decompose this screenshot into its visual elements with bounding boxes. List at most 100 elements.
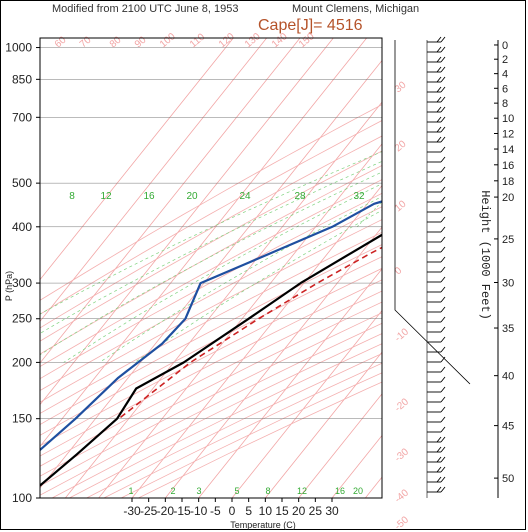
isotherm-line <box>65 101 382 498</box>
wind-barb <box>427 226 446 233</box>
barb-feather <box>440 346 446 353</box>
wind-barb <box>427 306 446 313</box>
barb-feather <box>436 76 442 83</box>
isotherm-line <box>40 38 234 281</box>
barb-feather <box>440 266 446 273</box>
wind-barb <box>427 256 446 263</box>
x-tick-label: 25 <box>309 504 323 518</box>
mixing-ratio-label: 2 <box>170 486 175 496</box>
isotherm-line <box>40 38 367 447</box>
wind-barb <box>427 266 446 273</box>
wind-barb <box>427 386 446 393</box>
dry-adiabat <box>40 244 382 425</box>
x-tick-label: 15 <box>275 504 289 518</box>
y-axis-label: P (hPa) <box>4 271 14 301</box>
adiabat-label: 0 <box>393 265 405 277</box>
dry-adiabat <box>86 353 382 498</box>
isotherm-line <box>40 38 301 364</box>
y-tick-label: 700 <box>12 110 32 124</box>
barb-feather <box>440 486 446 493</box>
isotherm-line <box>198 268 382 498</box>
wind-barb <box>427 196 446 203</box>
isotherm-line <box>131 184 382 498</box>
wind-barb <box>427 186 446 193</box>
dry-adiabat <box>40 135 382 329</box>
wind-barb <box>427 426 446 433</box>
wind-barb <box>427 486 446 493</box>
wind-barb <box>427 246 446 253</box>
barb-feather <box>436 126 442 133</box>
mixing-ratio-label: 8 <box>265 486 270 496</box>
isotherm-line <box>98 143 382 498</box>
barb-feather <box>440 356 446 363</box>
wind-barb <box>427 406 446 413</box>
barb-feather <box>436 66 442 73</box>
barb-feather <box>440 446 446 453</box>
dry-adiabat <box>40 165 382 355</box>
adiabat-label: 90 <box>133 34 149 50</box>
barb-feather <box>440 296 446 303</box>
barb-feather <box>440 166 446 173</box>
y-tick-label: 150 <box>12 412 32 426</box>
mixing-ratio-label: 5 <box>234 486 239 496</box>
dry-adiabat <box>40 192 382 380</box>
barb-feather <box>440 86 446 93</box>
barb-feather <box>440 396 446 403</box>
guide-line <box>394 40 471 385</box>
wind-barb <box>427 146 446 153</box>
barb-feather <box>440 366 446 373</box>
mixing-ratio-label: 12 <box>297 486 307 496</box>
y-tick-label: 200 <box>12 355 32 369</box>
barb-feather <box>440 96 446 103</box>
wind-barb <box>427 416 446 423</box>
height-axis-label: Height (1000 Feet) <box>478 190 492 320</box>
height-tick-label: 20 <box>502 192 514 204</box>
adiabat-label: -50 <box>393 514 411 532</box>
y-tick-label: 400 <box>12 220 32 234</box>
height-tick-label: 40 <box>502 371 514 383</box>
y-tick-label: 100 <box>12 491 32 505</box>
wind-barb <box>427 176 446 183</box>
wind-barb <box>427 86 446 93</box>
dry-adiabat <box>40 120 382 315</box>
barb-feather <box>436 466 442 473</box>
plot-border <box>39 37 383 499</box>
barb-feather <box>440 426 446 433</box>
y-tick-label: 850 <box>12 72 32 86</box>
wind-barb <box>427 46 446 53</box>
barb-feather <box>440 316 446 323</box>
height-tick-label: 45 <box>502 421 514 433</box>
barb-feather <box>436 86 442 93</box>
height-tick-label: 50 <box>502 473 514 485</box>
wind-barb <box>427 36 446 43</box>
barb-feather <box>440 46 446 53</box>
barb-feather <box>440 36 446 43</box>
barb-feather <box>436 36 442 43</box>
adiabat-label: -20 <box>393 396 411 414</box>
x-tick-label: -25 <box>140 504 158 518</box>
height-tick-label: 14 <box>502 144 514 156</box>
barb-feather <box>440 406 446 413</box>
dry-adiabat <box>40 267 382 447</box>
mixing-ratio-label: 16 <box>335 486 345 496</box>
isotherm-line <box>331 434 382 498</box>
barb-feather <box>440 76 446 83</box>
x-tick-label: 30 <box>325 504 339 518</box>
x-tick-label: -15 <box>173 504 191 518</box>
isotherm-line <box>165 226 382 498</box>
wind-barb <box>427 396 446 403</box>
mixing-ratio-label: 24 <box>239 191 251 202</box>
wind-barb <box>427 356 446 363</box>
moist-adiabat <box>134 209 382 363</box>
dry-adiabat <box>40 290 382 467</box>
wind-barb <box>427 286 446 293</box>
y-tick-label: 500 <box>12 176 32 190</box>
wind-barb <box>427 346 446 353</box>
moist-adiabat <box>63 183 382 363</box>
adiabat-label: 80 <box>108 34 124 50</box>
wind-barb <box>427 116 446 123</box>
barb-feather <box>440 336 446 343</box>
wind-barb <box>427 96 446 103</box>
height-tick-label: 4 <box>502 69 508 81</box>
